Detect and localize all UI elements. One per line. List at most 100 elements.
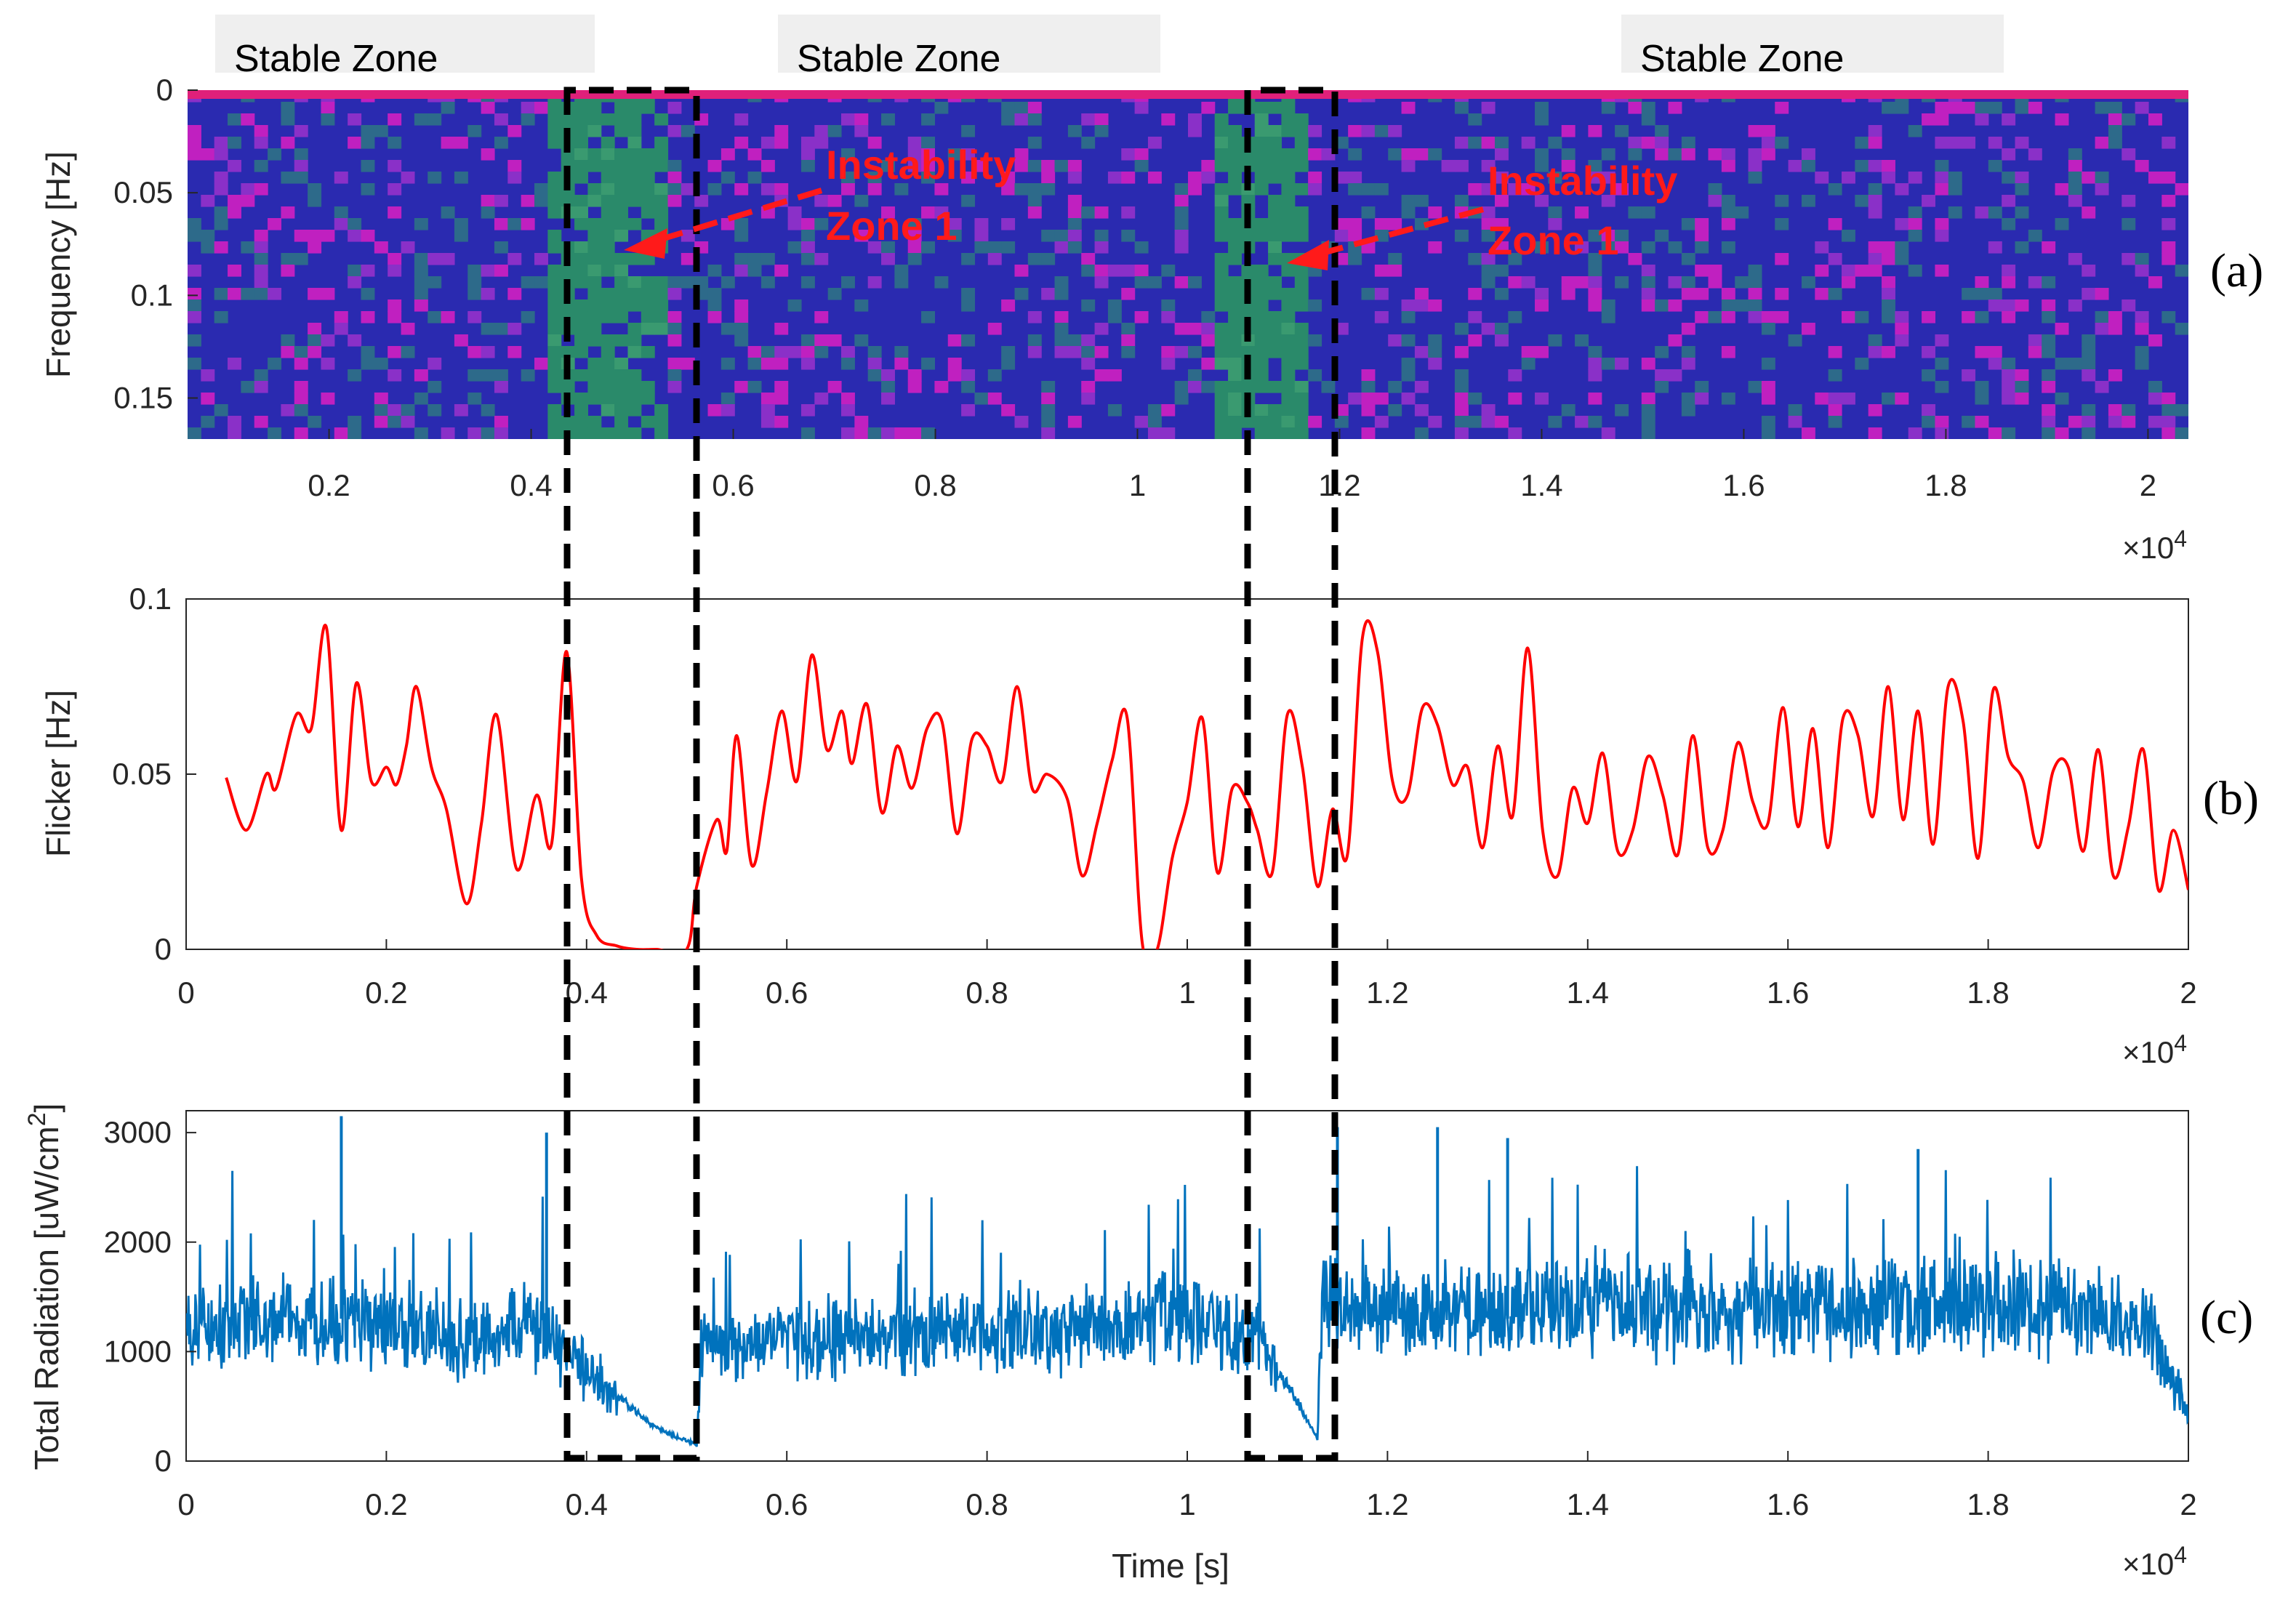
spectrogram-cell [614, 172, 629, 184]
spectrogram-cell [1868, 346, 1882, 358]
spectrogram-cell [1414, 381, 1429, 393]
spectrogram-cell [1294, 183, 1309, 196]
spectrogram-cell [547, 334, 562, 347]
spectrogram-cell [1334, 137, 1349, 149]
flicker-ytick-label: 0.05 [112, 757, 172, 791]
spectrogram-cell [734, 137, 749, 149]
spectrogram-cell [1775, 102, 1789, 114]
spectrogram-cell [1828, 218, 1842, 230]
spectrogram-cell [1454, 323, 1469, 335]
spectrogram-cell [1147, 404, 1162, 417]
spectrogram-cell [1841, 311, 1855, 323]
spectrogram-cell [1361, 288, 1376, 300]
spectrogram-cell [747, 358, 762, 370]
spectrogram-cell [1134, 311, 1149, 323]
spectrogram-cell [800, 241, 815, 254]
spectrogram-cell [601, 218, 615, 230]
spectrogram-cell [601, 346, 615, 358]
spectrogram-cell [734, 113, 749, 126]
spectrogram-cell [1294, 206, 1309, 219]
spectrogram-cell [1721, 311, 1735, 323]
spectrogram-cell [641, 416, 655, 428]
spectrogram-cell [2161, 218, 2176, 230]
spectrogram-cell [1228, 125, 1242, 137]
spectrogram-cell [947, 218, 962, 230]
spectrogram-cell [1468, 416, 1482, 428]
spectrogram-cell [1641, 241, 1655, 254]
spectrogram-cell [1535, 195, 1549, 207]
spectrogram-cell [1228, 102, 1242, 114]
spectrogram-cell [587, 381, 602, 393]
spectrogram-cell [348, 137, 362, 149]
spectrogram-cell [1054, 346, 1069, 358]
spectrogram-cell [1094, 346, 1109, 358]
spectrogram-cell [214, 137, 228, 149]
spectrogram-cell [1254, 172, 1269, 184]
spectrogram-cell [507, 288, 522, 300]
spectrogram-cell [1361, 393, 1376, 405]
spectrogram-cell [481, 206, 495, 219]
spectrogram-cell [1308, 299, 1322, 312]
spectrogram-cell [481, 427, 495, 439]
spectrogram-cell [1401, 393, 1416, 405]
spectrogram-cell [587, 299, 602, 312]
spectrogram-cell [1134, 160, 1149, 172]
spectrogram-cell [1788, 416, 1802, 428]
spectrogram-cell [1801, 195, 1815, 207]
spectrogram-cell [1214, 265, 1229, 277]
spectrogram-cell [854, 195, 869, 207]
spectrogram-cell [667, 125, 682, 137]
spectrogram-cell [921, 311, 936, 323]
spectrogram-cell [241, 183, 255, 196]
spectrogram-cell [1254, 416, 1269, 428]
spectrogram-cell [547, 206, 562, 219]
spectrogram-cell [1388, 334, 1402, 347]
spectrogram-cell [1935, 160, 1949, 172]
panel-label-b: (b) [2203, 772, 2259, 825]
spectrogram-cell [961, 253, 976, 265]
spectrogram-cell [1228, 358, 1242, 370]
spectrogram-cell [1281, 334, 1296, 347]
spectrogram-cell [720, 172, 735, 184]
spectrogram-cell [1401, 369, 1416, 382]
spectrogram-cell [2135, 311, 2149, 323]
spectrogram-cell [814, 393, 829, 405]
spectrogram-cell [641, 393, 655, 405]
spectrogram-cell [1188, 113, 1202, 126]
spectrogram-cell [574, 323, 588, 335]
spectrogram-cell [2002, 195, 2016, 207]
spectrogram-cell [1494, 265, 1509, 277]
spectrogram-cell [454, 404, 468, 417]
spectrogram-cell [547, 404, 562, 417]
spectrogram-cell [961, 299, 976, 312]
spectrogram-cell [1882, 288, 1895, 300]
spectrogram-cell [947, 358, 962, 370]
spectrogram-cell [854, 113, 869, 126]
spectrogram-cell [587, 125, 602, 137]
spectrogram-cell [2148, 334, 2162, 347]
spectrogram-cell [614, 311, 629, 323]
spectrogram-xtick-label: 1.2 [1318, 468, 1360, 502]
spectrogram-cell [1147, 172, 1162, 184]
spectrogram-cell [1735, 299, 1749, 312]
spectrogram-cell [1761, 381, 1775, 393]
spectrogram-cell [428, 172, 442, 184]
spectrogram-cell [494, 427, 508, 439]
spectrogram-cell [1027, 183, 1042, 196]
spectrogram-cell [1001, 113, 1016, 126]
spectrogram-cell [1174, 276, 1189, 289]
spectrogram-xtick-label: 1.4 [1520, 468, 1562, 502]
flicker-xtick-label: 0.4 [566, 976, 608, 1010]
spectrogram-cell [1668, 369, 1682, 382]
spectrogram-cell [254, 369, 268, 382]
spectrogram-cell [787, 299, 802, 312]
spectrogram-xtick-label: 0.2 [308, 468, 350, 502]
spectrogram-cell [1535, 102, 1549, 114]
spectrogram-cell [1895, 323, 1909, 335]
spectrogram-cell [401, 323, 415, 335]
spectrogram-cell [1294, 148, 1309, 161]
spectrogram-cell [1014, 160, 1029, 172]
radiation-xtick-label: 0.2 [365, 1487, 407, 1521]
spectrogram-cell [667, 358, 682, 370]
spectrogram-cell [1695, 311, 1709, 323]
